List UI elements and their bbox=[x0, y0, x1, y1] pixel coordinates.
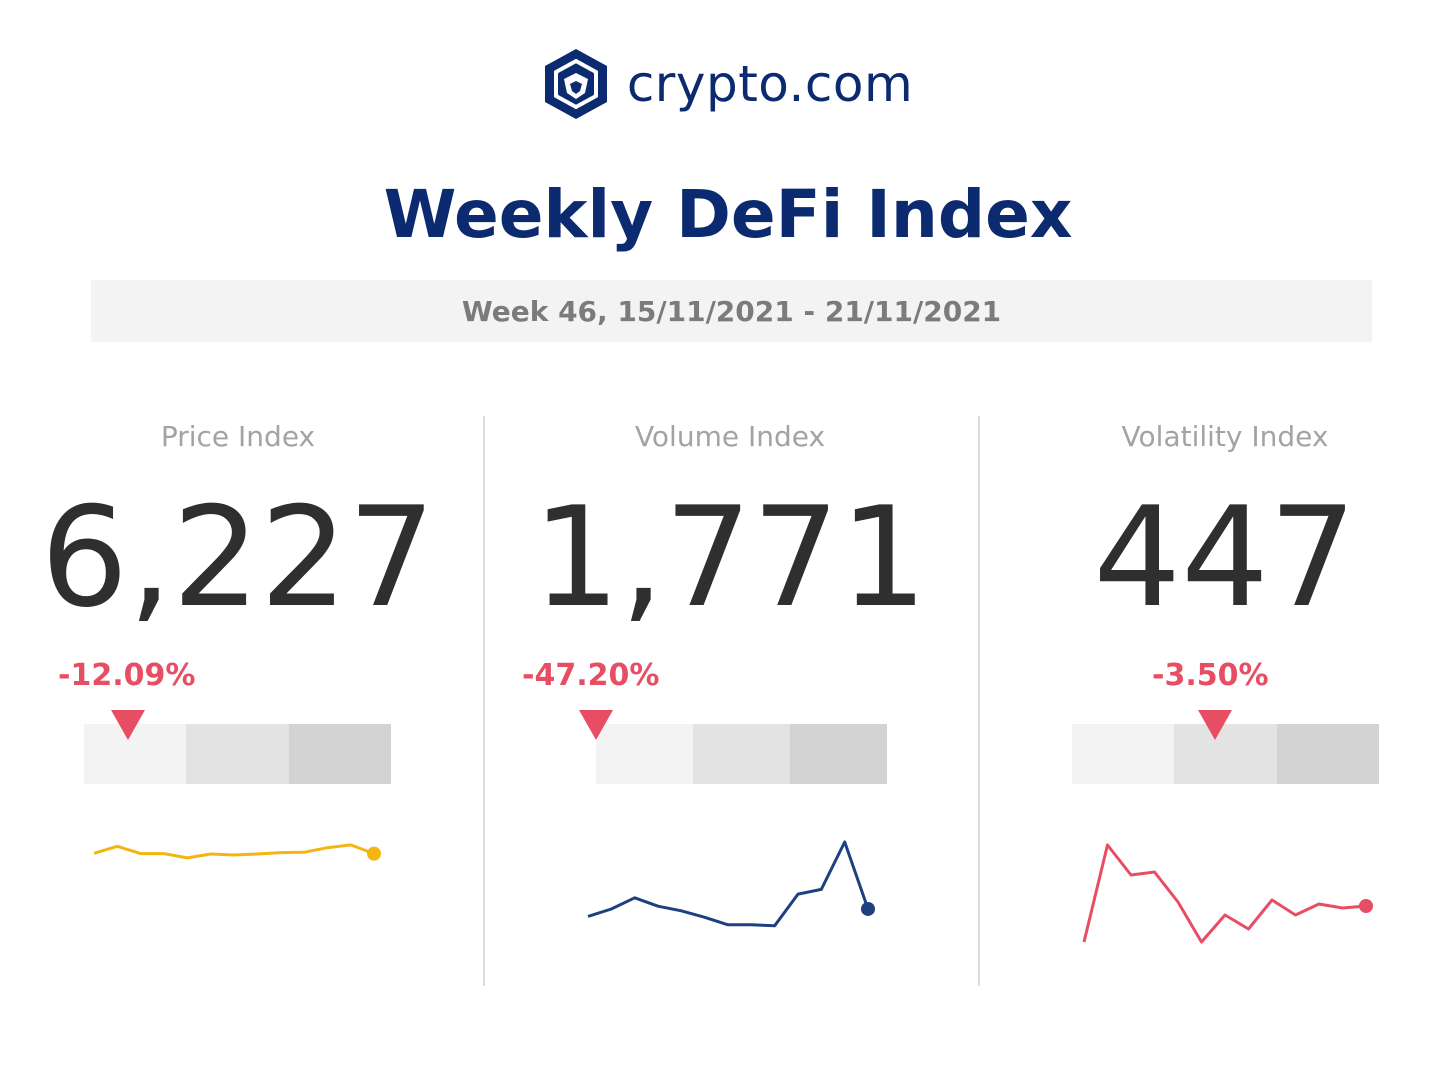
volume-index-value: 1,771 bbox=[532, 477, 928, 638]
scale-segment bbox=[1072, 724, 1175, 784]
sparkline-endpoint bbox=[367, 846, 381, 861]
volatility-index-scale bbox=[1072, 724, 1379, 784]
scale-segment bbox=[186, 724, 289, 784]
price-index-marker-icon bbox=[111, 710, 145, 740]
scale-segment bbox=[288, 724, 391, 784]
volatility-index-sparkline bbox=[1082, 843, 1373, 944]
volume-index-panel: Volume Index 1,771 bbox=[530, 400, 930, 1000]
volume-index-change: -47.20% bbox=[522, 658, 660, 693]
scale-segment bbox=[790, 724, 887, 784]
sparkline-series bbox=[93, 843, 375, 860]
week-band: Week 46, 15/11/2021 - 21/11/2021 bbox=[91, 280, 1372, 342]
page-title: Weekly DeFi Index bbox=[383, 176, 1073, 253]
volatility-index-change: -3.50% bbox=[1152, 658, 1269, 693]
column-divider bbox=[978, 416, 980, 986]
column-divider bbox=[483, 416, 485, 986]
brand-header: crypto.com bbox=[0, 46, 1456, 122]
volatility-index-value: 447 bbox=[1093, 477, 1357, 638]
volatility-index-label: Volatility Index bbox=[1121, 420, 1329, 453]
price-index-change: -12.09% bbox=[58, 658, 196, 693]
week-label: Week 46, 15/11/2021 - 21/11/2021 bbox=[461, 294, 1002, 328]
brand-name: crypto.com bbox=[626, 55, 914, 113]
volatility-index-marker-icon bbox=[1198, 710, 1232, 740]
volume-index-marker-icon bbox=[579, 710, 613, 740]
volume-index-scale bbox=[596, 724, 887, 784]
scale-segment bbox=[1276, 724, 1379, 784]
volatility-index-panel: Volatility Index 447 bbox=[1030, 400, 1420, 1000]
scale-segment bbox=[693, 724, 790, 784]
crypto-com-logo-icon bbox=[544, 49, 607, 119]
price-index-value: 6,227 bbox=[40, 477, 436, 638]
price-index-label: Price Index bbox=[160, 420, 316, 453]
sparkline-endpoint bbox=[1359, 899, 1373, 913]
sparkline-series bbox=[1082, 843, 1367, 944]
sparkline-endpoint bbox=[861, 901, 875, 916]
sparkline-series bbox=[587, 840, 870, 928]
price-index-panel: Price Index 6,227 bbox=[40, 400, 436, 1000]
price-index-sparkline bbox=[93, 843, 381, 861]
volume-index-sparkline bbox=[587, 840, 875, 928]
volume-index-label: Volume Index bbox=[634, 420, 826, 453]
